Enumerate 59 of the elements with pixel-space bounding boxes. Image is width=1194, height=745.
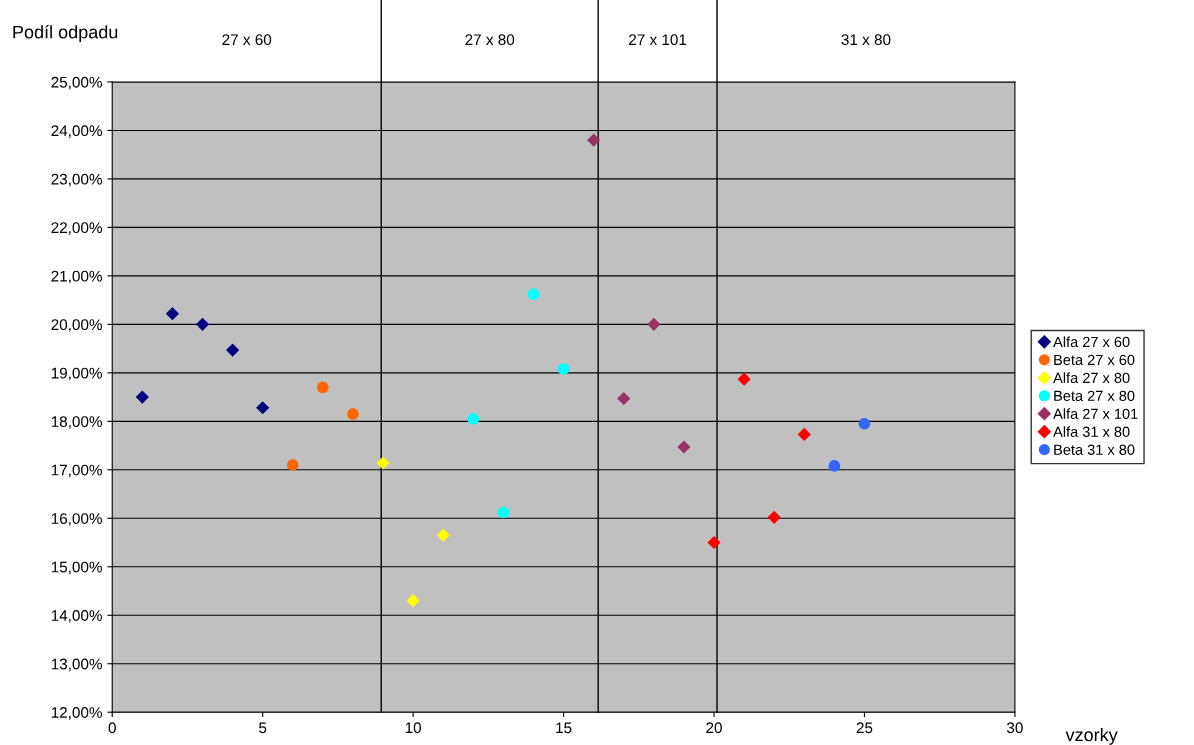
y-tick-label: 17,00% xyxy=(51,464,102,478)
point xyxy=(587,133,601,147)
x-tick-label: 5 xyxy=(259,722,267,734)
point xyxy=(858,417,871,430)
point xyxy=(497,506,510,519)
point xyxy=(828,460,841,472)
x-tick-label: 30 xyxy=(1006,722,1023,734)
y-tick-label: 18,00% xyxy=(51,416,102,429)
text: 31 x 80 xyxy=(841,34,891,46)
point xyxy=(467,413,480,425)
point xyxy=(286,459,299,471)
point xyxy=(647,317,661,331)
legend-label: Alfa 27 x 80 xyxy=(1053,372,1130,384)
legend-label: Alfa 27 x 60 xyxy=(1053,336,1130,348)
point xyxy=(317,381,329,394)
x-tick-label: 15 xyxy=(556,722,572,734)
y-tick-label: 24,00% xyxy=(51,125,102,138)
x-tick-label: 20 xyxy=(706,722,722,734)
point xyxy=(707,535,721,550)
y-tick-label: 14,00% xyxy=(51,610,102,623)
point xyxy=(557,363,570,375)
text: 27 x 60 xyxy=(222,34,272,46)
text: 27 x 101 xyxy=(629,34,687,46)
point xyxy=(797,427,811,441)
legend-label: Beta 27 x 60 xyxy=(1054,354,1135,366)
y-tick-label: 12,00% xyxy=(51,707,102,720)
y-tick-label: 19,00% xyxy=(51,367,102,381)
legend-label: Alfa 27 x 101 xyxy=(1053,408,1138,419)
y-tick-label: 23,00% xyxy=(51,173,102,187)
point xyxy=(347,408,359,420)
legend-label: Alfa 31 x 80 xyxy=(1053,426,1130,437)
point xyxy=(406,594,420,608)
point xyxy=(376,456,390,470)
y-tick-label: 20,00% xyxy=(51,319,102,332)
point xyxy=(767,510,781,524)
text: 27 x 80 xyxy=(465,34,515,46)
x-axis-title: vzorky xyxy=(1065,727,1118,745)
point xyxy=(195,317,210,331)
y-tick-label: 21,00% xyxy=(51,270,102,284)
y-tick-label: 15,00% xyxy=(51,561,102,575)
legend-label: Beta 31 x 80 xyxy=(1054,444,1135,455)
point xyxy=(135,390,149,404)
point xyxy=(527,288,540,301)
point xyxy=(737,372,751,386)
point xyxy=(617,391,631,406)
y-tick-label: 22,00% xyxy=(51,222,102,235)
y-tick-label: 25,00% xyxy=(51,76,102,90)
y-tick-label: 13,00% xyxy=(51,658,102,672)
y-axis-title: Podíl odpadu xyxy=(13,25,118,43)
x-tick-label: 25 xyxy=(856,722,873,734)
x-tick-label: 10 xyxy=(405,722,422,734)
point xyxy=(677,440,691,454)
point xyxy=(436,528,450,542)
y-tick-label: 16,00% xyxy=(51,513,102,526)
x-tick-label: 0 xyxy=(108,722,116,734)
point xyxy=(165,307,179,321)
legend-label: Beta 27 x 80 xyxy=(1054,390,1135,401)
point xyxy=(226,343,240,357)
point xyxy=(256,401,270,415)
